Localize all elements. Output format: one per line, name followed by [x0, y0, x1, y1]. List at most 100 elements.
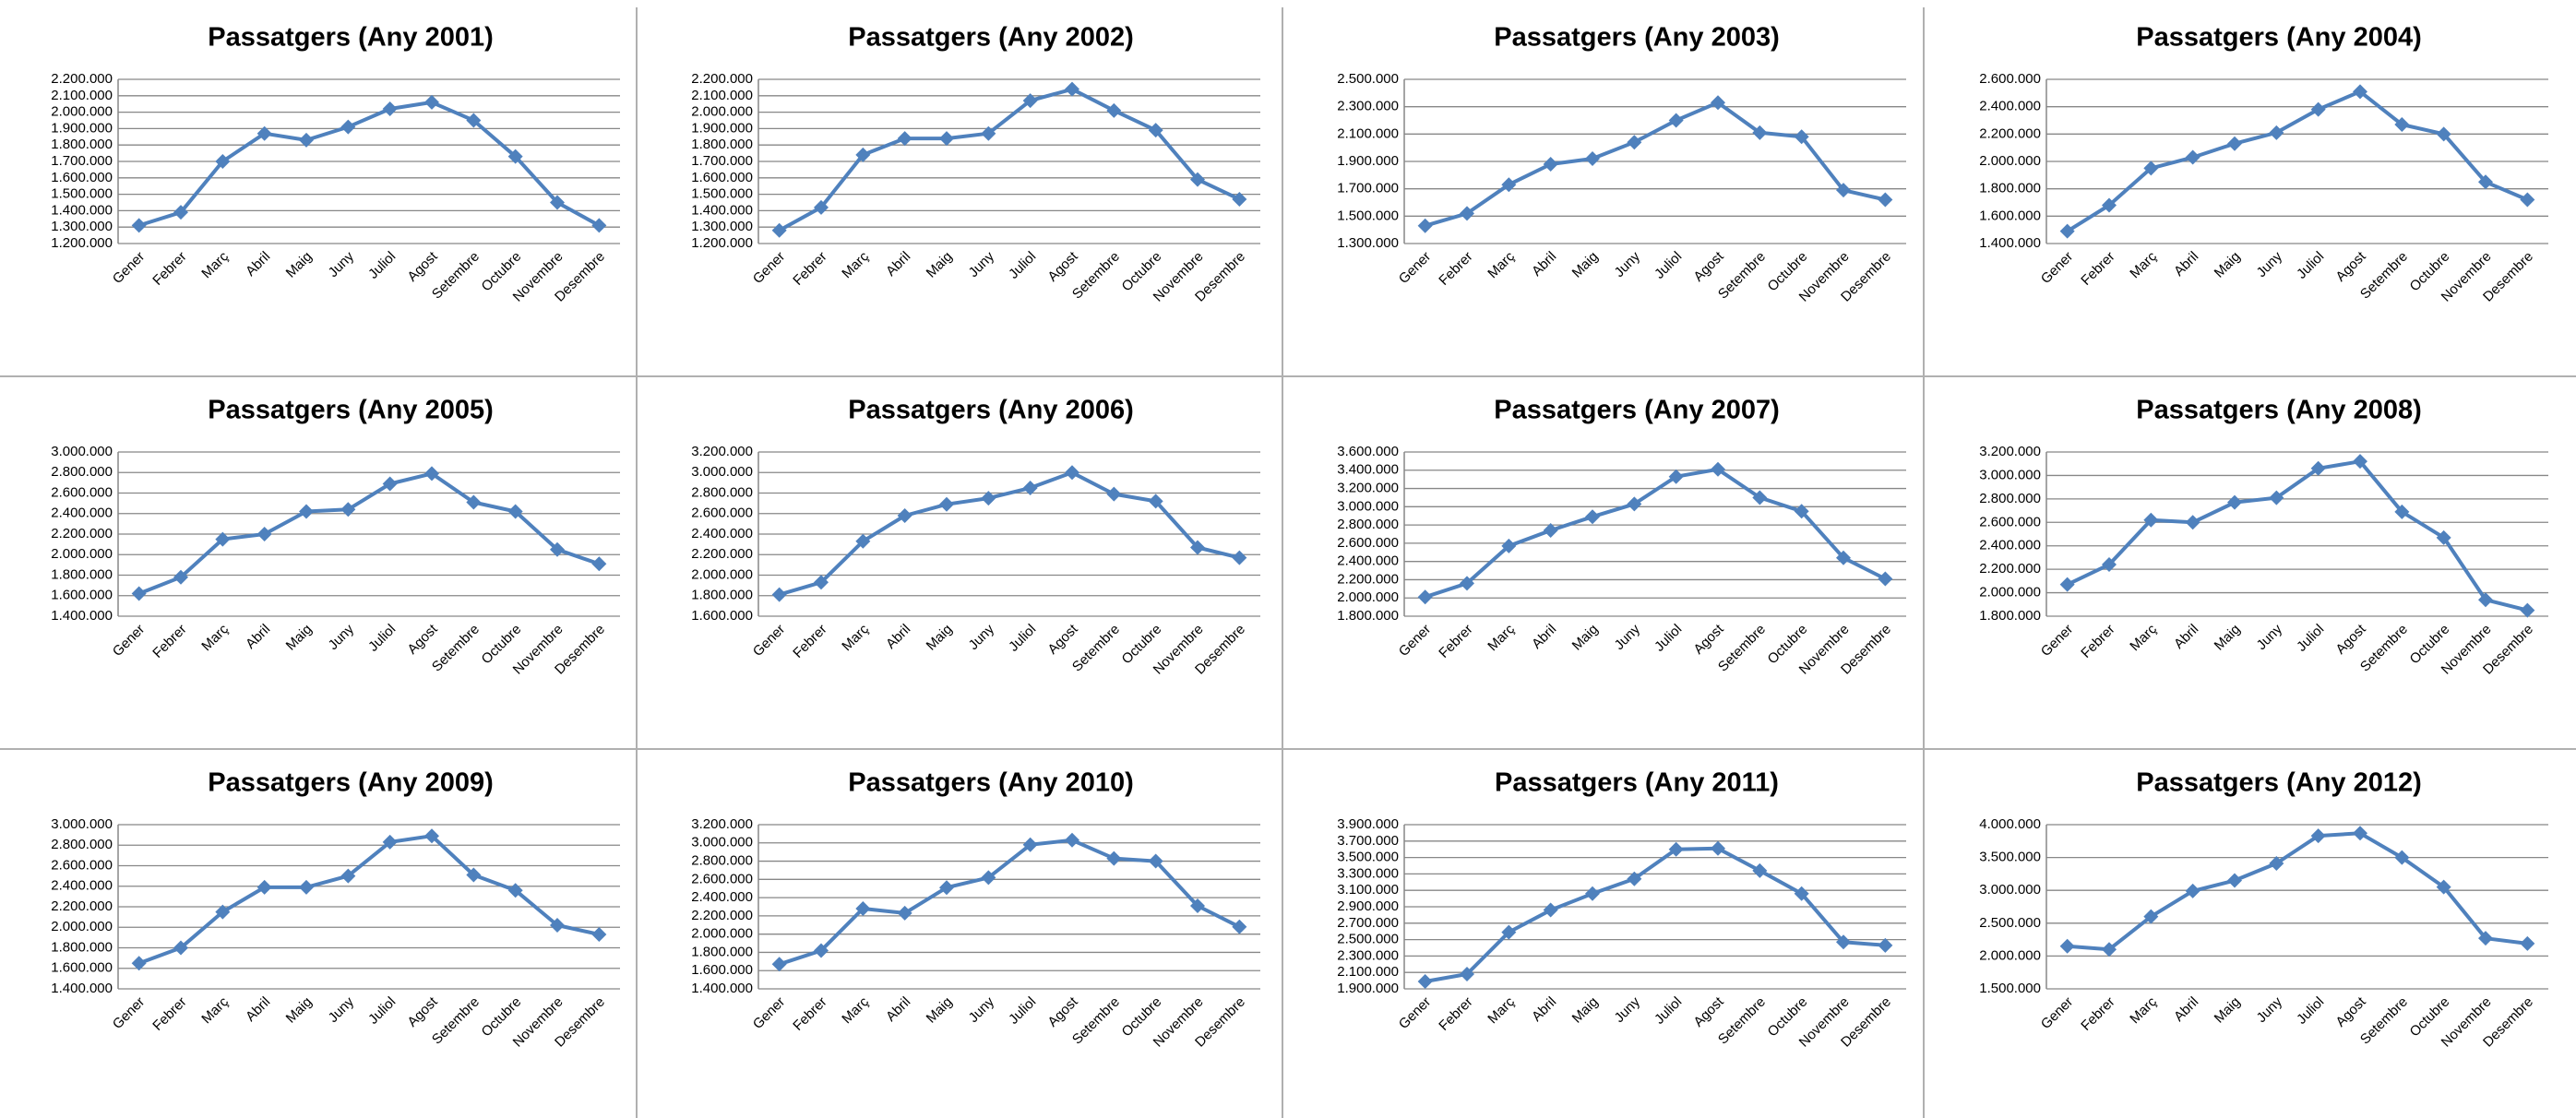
- x-tick-label: Febrer: [1436, 249, 1475, 289]
- y-tick-label: 2.700.000: [1337, 915, 1399, 931]
- series-line: [779, 470, 1240, 597]
- point-marker: [1106, 850, 1122, 866]
- y-tick-label: 2.200.000: [691, 908, 753, 923]
- chart-title: Passatgers (Any 2003): [1494, 23, 1780, 53]
- x-tick-label: Febrer: [2078, 622, 2117, 661]
- y-tick-label: 2.100.000: [1337, 964, 1399, 980]
- point-marker: [2310, 101, 2326, 117]
- x-tick-label: Febrer: [2078, 994, 2117, 1034]
- point-marker: [382, 834, 398, 850]
- point-marker: [1627, 135, 1642, 150]
- point-marker: [1543, 156, 1558, 172]
- point-marker: [1752, 862, 1768, 878]
- series-line: [2067, 831, 2528, 952]
- point-marker: [855, 533, 871, 549]
- x-tick-label: Gener: [2038, 994, 2077, 1033]
- point-marker: [1752, 125, 1768, 140]
- x-tick-label: Gener: [750, 622, 789, 660]
- point-marker: [2059, 223, 2075, 239]
- y-tick-label: 2.000.000: [691, 104, 753, 120]
- x-tick-label: Febrer: [790, 994, 829, 1034]
- x-tick-label: Gener: [1396, 249, 1435, 288]
- point-marker: [215, 154, 231, 169]
- y-tick-label: 3.600.000: [1337, 444, 1399, 459]
- chart-title: Passatgers (Any 2004): [2136, 23, 2422, 53]
- point-marker: [2353, 84, 2367, 100]
- point-marker: [382, 101, 398, 117]
- point-marker: [299, 879, 314, 895]
- y-tick-label: 1.400.000: [691, 202, 753, 218]
- y-tick-label: 1.600.000: [1979, 208, 2041, 223]
- point-marker: [550, 541, 565, 557]
- point-marker: [173, 940, 188, 956]
- y-tick-label: 2.200.000: [691, 546, 753, 562]
- x-tick-label: Juliol: [1652, 622, 1685, 655]
- y-tick-label: 2.000.000: [51, 104, 113, 120]
- y-tick-label: 2.000.000: [51, 919, 113, 934]
- y-tick-label: 3.000.000: [51, 816, 113, 832]
- point-marker: [1711, 461, 1725, 477]
- x-tick-label: Juny: [1612, 621, 1644, 653]
- y-tick-label: 2.900.000: [1337, 898, 1399, 914]
- point-marker: [2436, 529, 2451, 545]
- point-marker: [1190, 540, 1205, 555]
- point-marker: [1065, 465, 1079, 481]
- y-tick-label: 1.800.000: [1337, 608, 1399, 624]
- y-tick-label: 1.700.000: [1337, 181, 1399, 196]
- y-tick-label: 1.500.000: [1979, 981, 2041, 996]
- x-tick-label: Juliol: [1006, 249, 1039, 282]
- x-tick-label: Febrer: [1436, 994, 1475, 1034]
- y-tick-label: 2.000.000: [691, 566, 753, 582]
- point-marker: [299, 132, 314, 148]
- y-tick-label: 2.600.000: [691, 505, 753, 521]
- y-tick-label: 3.000.000: [691, 835, 753, 850]
- y-tick-label: 1.600.000: [691, 608, 753, 624]
- y-tick-label: 2.800.000: [51, 464, 113, 480]
- x-tick-label: Maig: [1569, 622, 1602, 654]
- y-tick-label: 3.400.000: [1337, 462, 1399, 478]
- series-line: [137, 471, 600, 596]
- y-tick-label: 1.600.000: [691, 962, 753, 978]
- y-tick-label: 2.500.000: [1979, 915, 2041, 931]
- point-marker: [1794, 129, 1809, 145]
- point-marker: [981, 870, 996, 886]
- x-tick-label: Maig: [283, 622, 316, 654]
- point-marker: [424, 828, 439, 844]
- y-tick-label: 2.400.000: [1337, 553, 1399, 569]
- y-tick-label: 1.900.000: [691, 120, 753, 136]
- y-tick-label: 1.900.000: [1337, 153, 1399, 169]
- x-tick-label: Gener: [1396, 622, 1435, 660]
- point-marker: [1711, 95, 1725, 111]
- x-tick-label: Juny: [326, 248, 358, 280]
- point-marker: [2269, 125, 2284, 140]
- y-tick-label: 2.600.000: [51, 857, 113, 873]
- x-tick-label: Març: [1485, 621, 1518, 654]
- x-tick-label: Maig: [924, 622, 956, 654]
- point-marker: [771, 957, 787, 972]
- point-marker: [2102, 557, 2117, 573]
- point-marker: [2520, 192, 2535, 208]
- point-marker: [299, 504, 314, 519]
- x-tick-label: Març: [2127, 248, 2160, 281]
- y-tick-label: 1.900.000: [1337, 981, 1399, 996]
- x-tick-label: Juliol: [2294, 622, 2327, 655]
- point-marker: [1460, 966, 1474, 981]
- point-marker: [466, 867, 482, 883]
- y-tick-label: 1.400.000: [51, 608, 113, 624]
- point-marker: [1460, 576, 1474, 591]
- x-tick-label: Maig: [2212, 622, 2244, 654]
- point-marker: [855, 147, 871, 162]
- y-tick-label: 1.800.000: [51, 566, 113, 582]
- x-tick-label: Març: [1485, 248, 1518, 281]
- y-tick-label: 2.600.000: [1979, 71, 2041, 87]
- point-marker: [1501, 924, 1517, 940]
- y-tick-label: 2.000.000: [1979, 947, 2041, 963]
- chart-title: Passatgers (Any 2005): [208, 396, 494, 425]
- y-tick-label: 1.400.000: [51, 981, 113, 996]
- chart-title: Passatgers (Any 2011): [1495, 768, 1779, 798]
- x-tick-label: Juliol: [1006, 622, 1039, 655]
- point-marker: [1190, 172, 1205, 187]
- x-tick-label: Març: [839, 248, 872, 281]
- point-marker: [2394, 504, 2410, 519]
- point-marker: [1711, 840, 1725, 856]
